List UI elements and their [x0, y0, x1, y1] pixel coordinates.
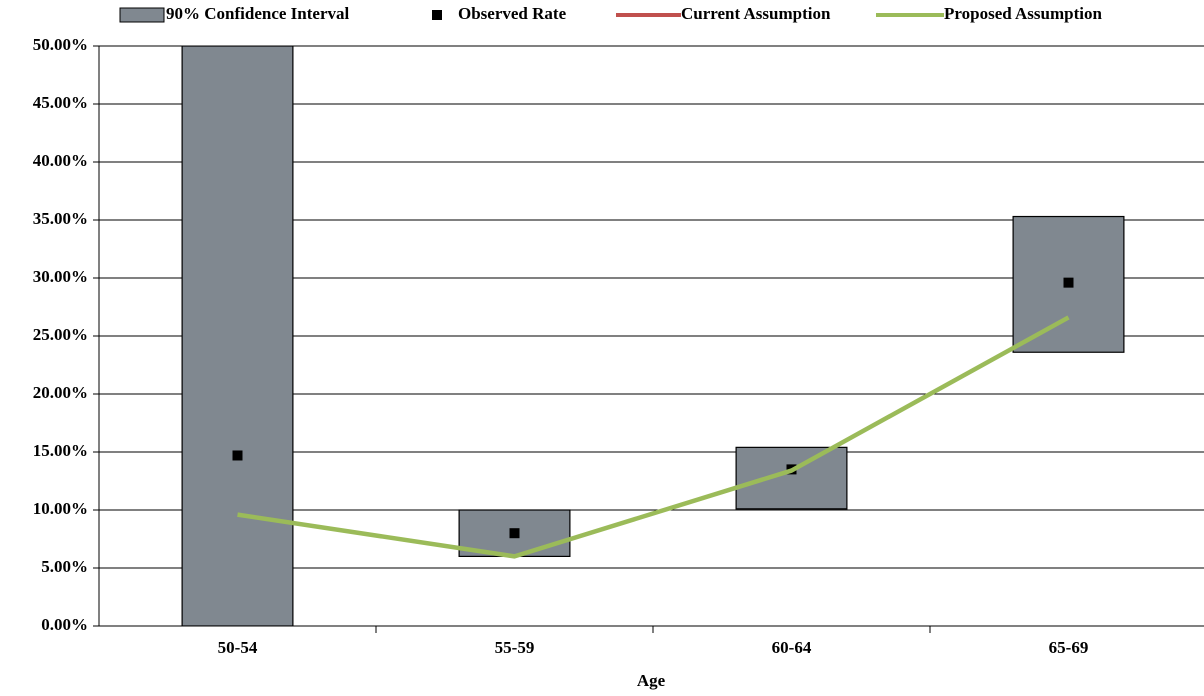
y-tick-label: 30.00% — [33, 267, 88, 286]
confidence-bar — [735, 446, 848, 510]
y-tick-label: 5.00% — [41, 557, 88, 576]
y-tick-label: 45.00% — [33, 93, 88, 112]
legend-label: Observed Rate — [458, 4, 567, 23]
x-axis-label: Age — [637, 671, 666, 690]
y-tick-label: 20.00% — [33, 383, 88, 402]
y-tick-label: 50.00% — [33, 35, 88, 54]
y-tick-label: 25.00% — [33, 325, 88, 344]
assumption-line — [237, 315, 1070, 559]
observed-point — [1063, 277, 1074, 288]
legend-label: Current Assumption — [681, 4, 831, 23]
y-tick-label: 35.00% — [33, 209, 88, 228]
x-tick-label: 50-54 — [218, 638, 258, 657]
y-tick-label: 15.00% — [33, 441, 88, 460]
y-tick-label: 40.00% — [33, 151, 88, 170]
legend-swatch — [119, 7, 165, 23]
x-tick-label: 60-64 — [772, 638, 812, 657]
y-tick-label: 0.00% — [41, 615, 88, 634]
confidence-bar — [181, 46, 294, 626]
legend-label: 90% Confidence Interval — [166, 4, 349, 23]
y-tick-label: 10.00% — [33, 499, 88, 518]
x-tick-label: 55-59 — [495, 638, 535, 657]
observed-point — [509, 528, 520, 539]
observed-point — [232, 450, 243, 461]
legend-swatch — [432, 10, 442, 20]
x-tick-label: 65-69 — [1049, 638, 1089, 657]
legend-label: Proposed Assumption — [944, 4, 1102, 23]
